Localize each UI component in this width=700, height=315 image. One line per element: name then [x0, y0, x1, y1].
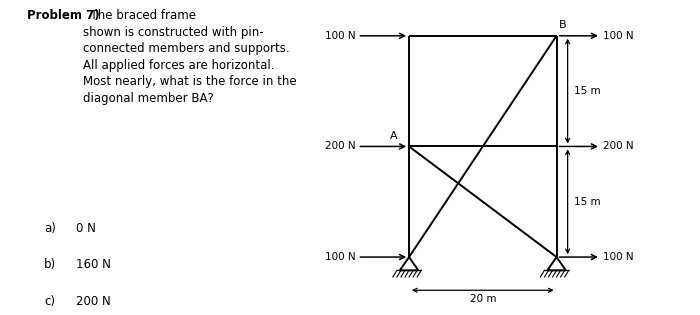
Text: 100 N: 100 N	[603, 31, 634, 41]
Text: 100 N: 100 N	[325, 31, 355, 41]
Text: 200 N: 200 N	[325, 141, 355, 152]
Text: 160 N: 160 N	[76, 258, 111, 271]
Text: 200 N: 200 N	[76, 295, 111, 307]
Text: Problem 7): Problem 7)	[27, 9, 99, 22]
Text: 0 N: 0 N	[76, 222, 96, 235]
Text: 100 N: 100 N	[325, 252, 355, 262]
Text: 15 m: 15 m	[573, 197, 600, 207]
Text: c): c)	[44, 295, 55, 307]
Text: a): a)	[44, 222, 56, 235]
Text: b): b)	[44, 258, 57, 271]
Text: 200 N: 200 N	[603, 141, 634, 152]
Text: The braced frame
shown is constructed with pin-
connected members and supports.
: The braced frame shown is constructed wi…	[83, 9, 297, 105]
Text: 15 m: 15 m	[573, 86, 600, 96]
Text: 100 N: 100 N	[603, 252, 634, 262]
Text: A: A	[391, 130, 398, 140]
Text: 20 m: 20 m	[470, 294, 496, 304]
Text: B: B	[559, 20, 566, 30]
